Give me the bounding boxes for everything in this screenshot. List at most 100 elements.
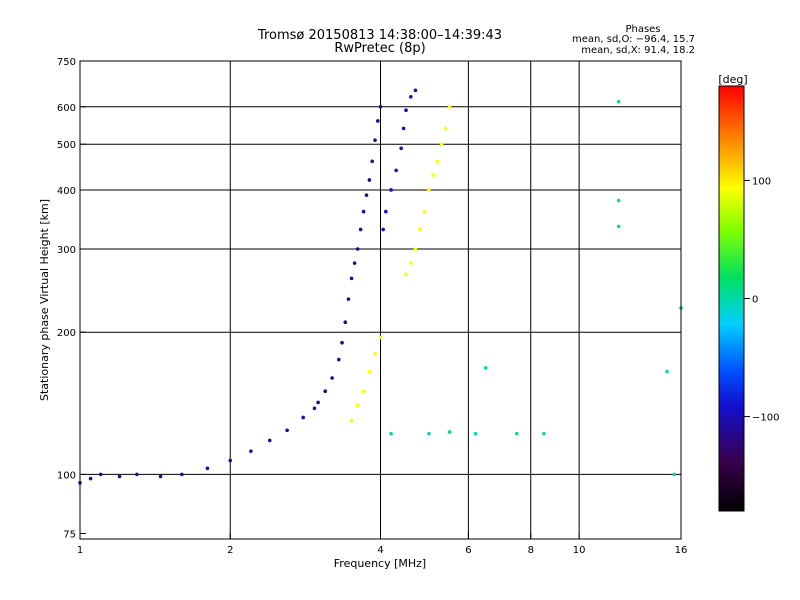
data-point	[672, 472, 676, 477]
data-point	[267, 438, 272, 443]
data-point	[483, 366, 488, 370]
x-tick-label: 16	[675, 545, 688, 556]
y-axis-label: Stationary phase Virtual Height [km]	[38, 199, 51, 401]
series-o-mode-f2-upper	[381, 88, 418, 232]
data-point	[312, 406, 317, 411]
data-point	[447, 104, 452, 109]
data-point	[381, 227, 385, 232]
data-point	[413, 88, 418, 93]
phases-x-stats: mean, sd,X: 91.4, 18.2	[581, 45, 695, 56]
y-tick-label: 75	[63, 529, 76, 540]
data-point	[435, 159, 440, 164]
data-point	[367, 178, 372, 182]
x-tick-label: 6	[465, 545, 471, 556]
data-point	[404, 108, 408, 113]
data-point	[367, 369, 372, 374]
colorbar-ticks: 100 0 −100	[744, 176, 779, 424]
data-point	[408, 261, 413, 265]
series-x-mode-trace	[349, 104, 452, 423]
y-tick-label: 200	[57, 328, 76, 339]
data-point	[88, 476, 93, 481]
data-point	[422, 209, 427, 214]
chart-title-line1: Tromsø 20150813 14:38:00–14:39:43	[257, 28, 502, 43]
data-point	[401, 126, 406, 131]
y-tick-label: 500	[57, 140, 76, 151]
series-sporadic-echoes	[389, 99, 683, 477]
data-point	[427, 188, 431, 192]
data-point	[361, 389, 366, 394]
chart-title-line2: RwPretec (8p)	[334, 41, 425, 56]
x-tick-label: 1	[77, 545, 83, 556]
data-point	[431, 173, 435, 177]
data-point	[349, 418, 354, 423]
colorbar-tick-label: −100	[752, 413, 779, 424]
data-point	[665, 369, 669, 374]
data-point	[443, 126, 448, 131]
data-point	[358, 227, 363, 232]
data-point	[340, 340, 344, 345]
phases-o-stats: mean, sd,O: −96.4, 15.7	[572, 34, 695, 45]
y-tick-label: 400	[57, 186, 76, 197]
data-point	[323, 389, 328, 394]
x-tick-label: 2	[227, 545, 233, 556]
data-point	[180, 472, 184, 477]
data-point	[349, 276, 354, 281]
data-point	[473, 431, 478, 436]
data-point	[249, 449, 253, 453]
data-point	[378, 335, 383, 340]
data-point	[346, 297, 351, 301]
data-point	[616, 224, 621, 229]
x-tick-label: 4	[377, 545, 383, 556]
data-point	[330, 376, 334, 380]
data-point	[285, 428, 289, 433]
data-point	[616, 99, 621, 104]
x-tick-label: 10	[573, 545, 586, 556]
data-point	[135, 472, 139, 477]
x-tick-label: 8	[528, 545, 534, 556]
data-point	[205, 466, 210, 471]
data-point	[375, 119, 380, 123]
colorbar-tick-label: 100	[752, 176, 771, 187]
grid-lines	[80, 61, 681, 539]
data-point	[364, 193, 369, 197]
data-point	[158, 474, 163, 479]
data-point	[616, 198, 621, 203]
data-point	[352, 261, 357, 265]
data-point	[399, 146, 403, 151]
data-point	[228, 458, 233, 463]
data-point	[447, 430, 452, 434]
y-tick-label: 100	[57, 470, 76, 481]
data-point	[408, 94, 413, 99]
data-point	[389, 188, 393, 192]
data-point	[373, 352, 377, 356]
x-axis-label: Frequency [MHz]	[334, 557, 426, 570]
series-o-mode-f-trace	[316, 104, 383, 405]
data-point	[316, 400, 320, 405]
data-point	[117, 474, 122, 479]
y-axis-ticks: 75 100 200 300 400 500 600 750	[57, 57, 86, 540]
data-point	[373, 138, 377, 142]
data-point	[427, 431, 431, 436]
data-point	[301, 415, 305, 420]
data-point	[389, 431, 393, 436]
data-point	[413, 247, 418, 251]
y-tick-label: 300	[57, 245, 76, 256]
data-point	[418, 227, 422, 232]
data-point	[439, 142, 444, 146]
data-point	[384, 209, 388, 214]
y-tick-label: 600	[57, 103, 76, 114]
phases-header: Phases	[625, 24, 660, 35]
data-point	[98, 472, 103, 477]
data-point	[370, 159, 375, 164]
data-point	[514, 431, 519, 436]
colorbar-tick-label: 0	[752, 295, 758, 306]
data-point	[542, 431, 546, 436]
data-point	[343, 320, 348, 324]
data-point	[394, 168, 398, 173]
colorbar-label: [deg]	[718, 73, 747, 86]
data-points	[78, 88, 683, 485]
data-point	[355, 403, 360, 408]
y-tick-label: 750	[57, 57, 76, 68]
data-point	[355, 247, 360, 251]
